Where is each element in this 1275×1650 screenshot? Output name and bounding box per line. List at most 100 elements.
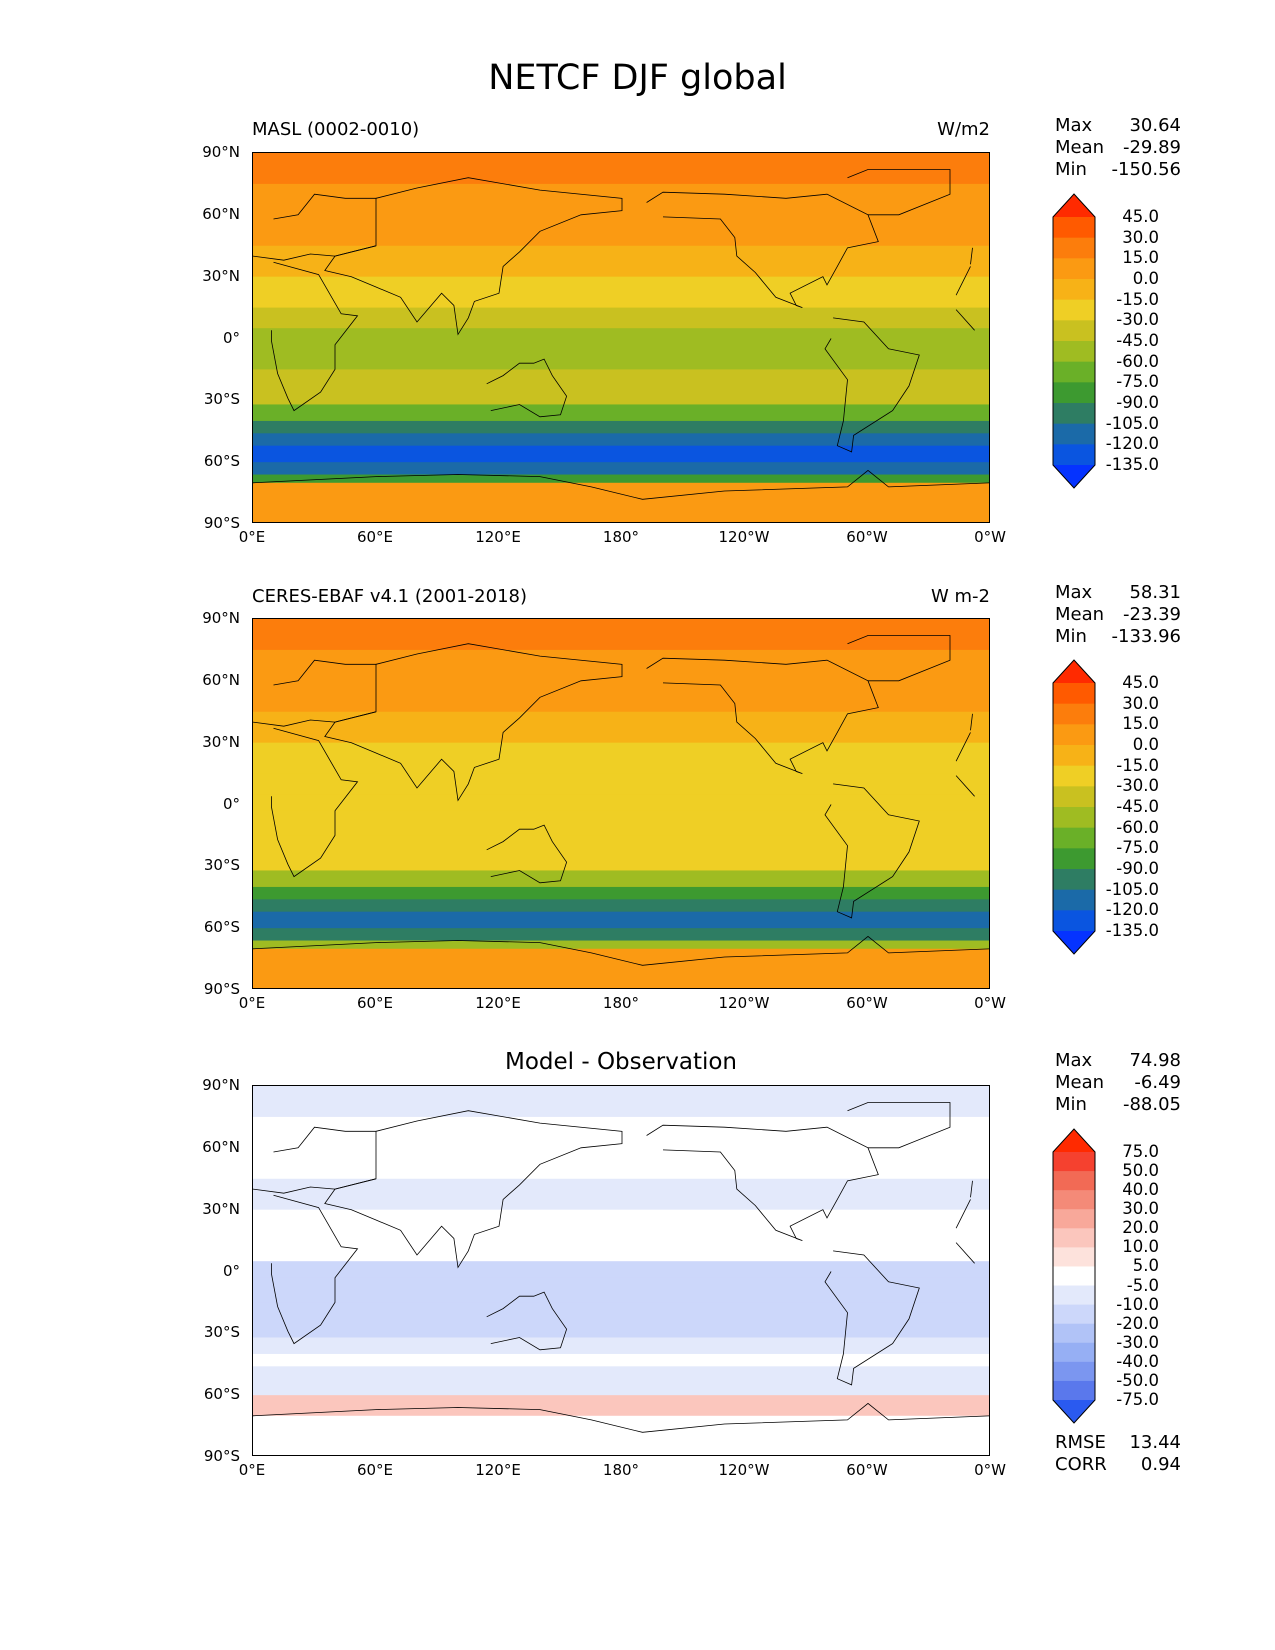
colorbar-segment	[1053, 910, 1095, 932]
lat-band	[253, 1086, 989, 1118]
x-tick-label: 60°E	[356, 994, 394, 1012]
stat-min: Min -150.56	[1055, 159, 1181, 180]
colorbar-segment	[1053, 403, 1095, 425]
colorbar-extend-min	[1053, 465, 1095, 488]
colorbar-tick-label: 40.0	[1122, 1180, 1159, 1200]
y-tick-label: 60°S	[203, 452, 240, 471]
lat-band	[253, 1209, 989, 1242]
colorbar-segment	[1053, 258, 1095, 280]
colorbar-tick-label: -75.0	[1116, 1390, 1159, 1409]
y-tick-label: 90°S	[203, 514, 240, 532]
stat-mean: Mean -6.49	[1055, 1072, 1181, 1093]
colorbar-segment	[1053, 279, 1095, 301]
x-tick-label: 180°	[602, 994, 640, 1012]
coastline-africa	[270, 261, 359, 412]
stat-min: Min -88.05	[1055, 1094, 1181, 1115]
coastline-europe	[970, 1180, 973, 1198]
lat-band	[253, 153, 989, 185]
coastline-asia	[324, 643, 623, 802]
lat-band	[253, 742, 989, 775]
colorbar-tick-label: -75.0	[1116, 838, 1159, 858]
colorbar-outline	[1052, 193, 1096, 489]
colorbar-segment	[1053, 827, 1095, 849]
colorbar-tick-label: 45.0	[1122, 207, 1159, 226]
colorbar-segment	[1053, 341, 1095, 363]
colorbar-tick-label: 5.0	[1132, 1256, 1159, 1276]
y-tick-label: 60°S	[203, 1385, 240, 1404]
y-tick-label: 30°S	[203, 390, 240, 409]
y-tick-label: 0°	[222, 794, 240, 813]
x-tick-label: 60°W	[846, 528, 888, 546]
coastline-namerica	[646, 191, 879, 308]
x-tick-label: 120°E	[475, 994, 521, 1012]
lat-band	[253, 369, 989, 405]
lat-band	[253, 1366, 989, 1380]
lat-band	[253, 445, 989, 463]
colorbar-tick-label: -15.0	[1116, 289, 1159, 309]
stats-box-bottom: RMSE 13.44 CORR 0.94	[1055, 1432, 1181, 1476]
colorbar-tick-label: 30.0	[1122, 1199, 1159, 1219]
colorbar-segment	[1053, 1323, 1095, 1344]
map-svg	[253, 153, 989, 522]
coastline-europe	[253, 193, 377, 261]
coastline-africa	[270, 1194, 359, 1345]
y-tick-label: 30°N	[202, 266, 240, 285]
colorbar-segment	[1053, 869, 1095, 891]
x-tick-label: 60°E	[356, 528, 394, 546]
x-tick-label: 0°E	[238, 1461, 266, 1479]
coastline-europe	[970, 713, 973, 731]
coastline-africa	[270, 727, 359, 878]
y-tick-label: 60°N	[202, 670, 240, 689]
coastline-africa	[955, 732, 971, 762]
colorbar-outline	[1052, 1128, 1096, 1424]
colorbar-extend-max	[1053, 660, 1095, 683]
colorbar-extend-max	[1053, 194, 1095, 217]
colorbar-segment	[1053, 745, 1095, 767]
colorbar-tick-label: 30.0	[1122, 227, 1159, 247]
colorbar-segment	[1053, 217, 1095, 239]
y-tick-label: 30°N	[202, 732, 240, 751]
colorbar-tick-label: 10.0	[1122, 1237, 1159, 1257]
lat-band	[253, 899, 989, 913]
x-tick-label: 60°W	[846, 994, 888, 1012]
lat-band	[253, 404, 989, 422]
coastline-namerica	[646, 657, 879, 774]
colorbar-extend-min	[1053, 1400, 1095, 1423]
stat-max: Max 58.31	[1055, 582, 1181, 603]
panel-units: W m-2	[930, 586, 990, 607]
colorbar-tick-label: 15.0	[1122, 714, 1159, 734]
figure-title: NETCF DJF global	[488, 58, 787, 98]
colorbar-tick-label: -60.0	[1116, 817, 1159, 837]
colorbar-tick-label: -90.0	[1116, 859, 1159, 878]
colorbar-extend-max	[1053, 1129, 1095, 1152]
lat-band	[253, 276, 989, 309]
colorbar-tick-label: -50.0	[1116, 1370, 1159, 1390]
lat-band	[253, 940, 989, 950]
lat-band	[253, 1395, 989, 1409]
coastline-antarctica	[253, 935, 989, 966]
y-tick-label: 30°S	[203, 856, 240, 875]
colorbar-segment	[1053, 889, 1095, 911]
y-tick-label: 90°N	[202, 1076, 240, 1094]
y-tick-label: 60°N	[202, 204, 240, 223]
coastline-antarctica	[253, 469, 989, 500]
y-tick-label: 60°N	[202, 1137, 240, 1156]
map-plot	[252, 618, 990, 989]
lat-band	[253, 1407, 989, 1417]
colorbar-segment	[1053, 765, 1095, 787]
colorbar-segment	[1053, 444, 1095, 466]
colorbar-tick-label: -135.0	[1105, 921, 1159, 940]
colorbar-tick-label: 75.0	[1122, 1142, 1159, 1161]
x-tick-label: 180°	[602, 1461, 640, 1479]
lat-band	[253, 420, 989, 434]
coastline-greenland	[847, 635, 951, 682]
x-tick-label: 0°E	[238, 994, 266, 1012]
coastline-africa	[955, 775, 975, 797]
x-tick-label: 0°W	[974, 994, 1006, 1012]
colorbar-outline	[1052, 659, 1096, 955]
coastline-samerica	[824, 1250, 920, 1386]
colorbar-segment	[1053, 1190, 1095, 1210]
lat-band	[253, 1302, 989, 1338]
coastline-samerica	[824, 317, 920, 453]
x-tick-label: 60°E	[356, 1461, 394, 1479]
